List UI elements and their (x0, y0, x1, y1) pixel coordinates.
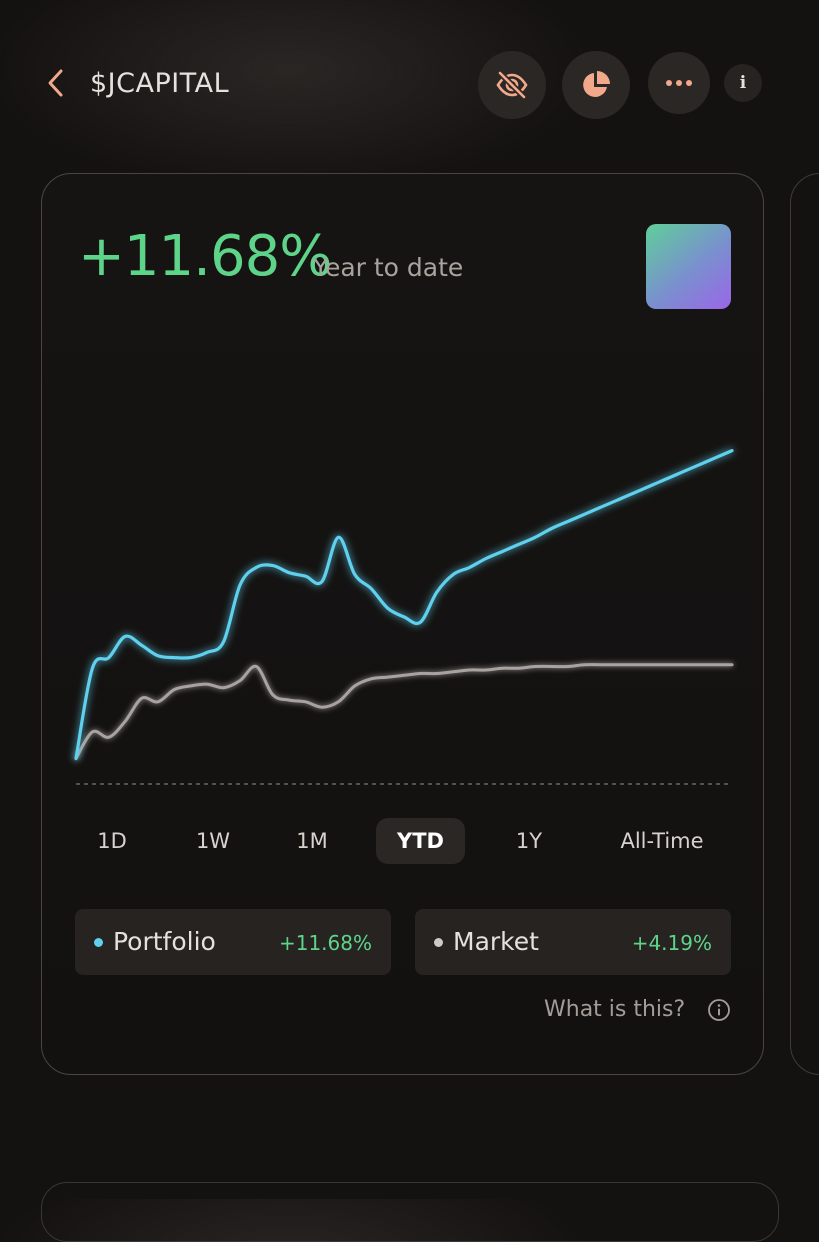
top-bar: $JCAPITAL i (0, 0, 819, 170)
market-dot-icon (434, 938, 443, 947)
legend-label: Portfolio (113, 927, 216, 956)
page-title: $JCAPITAL (90, 68, 230, 99)
back-chevron-icon[interactable] (44, 66, 68, 100)
allocation-button[interactable] (562, 51, 630, 119)
tab-ytd[interactable]: YTD (376, 818, 465, 864)
legend-value: +4.19% (631, 931, 712, 955)
performance-period-label: Year to date (313, 253, 464, 282)
portfolio-thumbnail[interactable] (646, 224, 731, 309)
tab-1y[interactable]: 1Y (515, 829, 543, 853)
legend-portfolio[interactable]: Portfolio +11.68% (75, 909, 391, 975)
tab-1d[interactable]: 1D (97, 829, 127, 853)
info-button[interactable]: i (724, 64, 762, 102)
performance-percent: +11.68% (78, 224, 332, 289)
tab-all-time[interactable]: All-Time (620, 829, 704, 853)
legend-value: +11.68% (278, 931, 372, 955)
next-section-edge (41, 1182, 779, 1242)
performance-chart (74, 449, 734, 785)
pie-chart-icon (583, 71, 610, 97)
legend-market[interactable]: Market +4.19% (415, 909, 731, 975)
period-tabs: 1D 1W 1M YTD 1Y All-Time (75, 818, 735, 864)
more-options-button[interactable] (648, 52, 710, 114)
eye-off-icon (496, 70, 528, 100)
hide-balance-button[interactable] (478, 51, 546, 119)
legend-label: Market (453, 927, 539, 956)
info-icon: i (739, 73, 747, 93)
what-is-this-link[interactable]: What is this? (544, 997, 686, 1022)
market-line (74, 663, 734, 760)
info-circle-icon[interactable] (707, 998, 731, 1022)
tab-1m[interactable]: 1M (296, 829, 328, 853)
tab-1w[interactable]: 1W (195, 829, 231, 853)
portfolio-line (74, 449, 734, 761)
ellipsis-icon (666, 80, 692, 86)
next-card-edge (790, 173, 819, 1075)
portfolio-dot-icon (94, 938, 103, 947)
